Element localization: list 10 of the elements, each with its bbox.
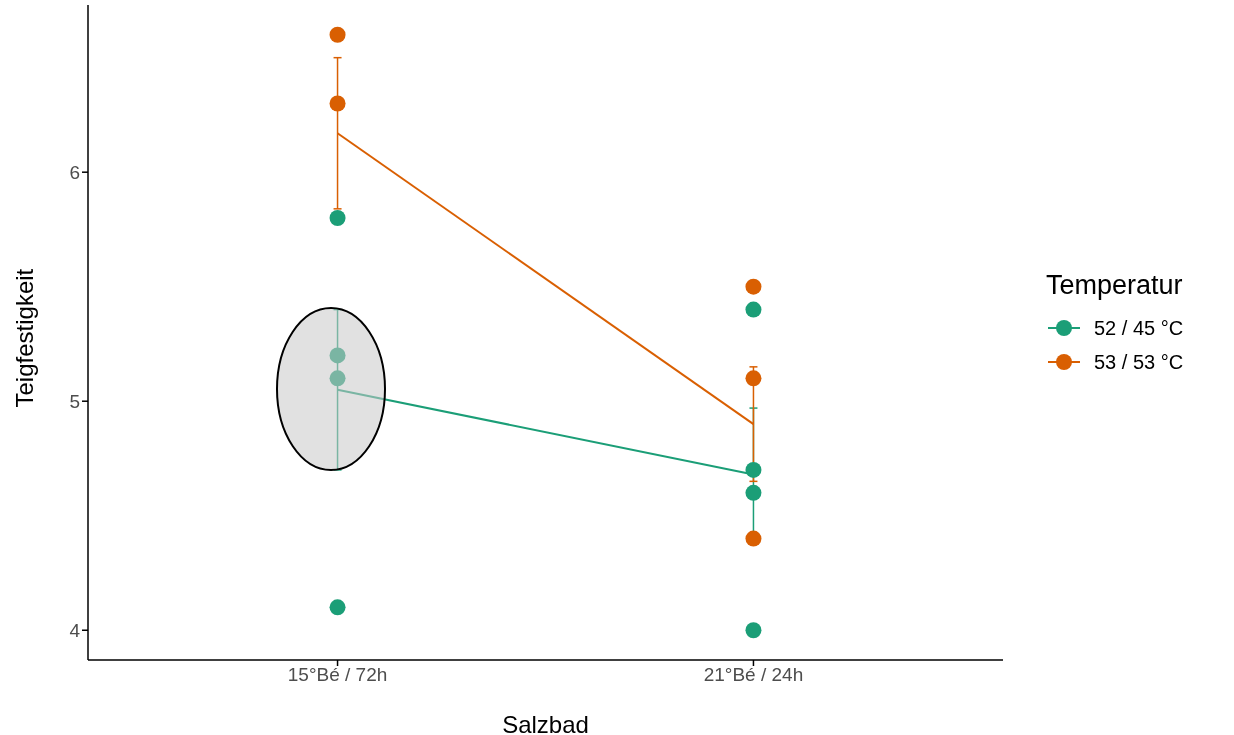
legend-label: 52 / 45 °C — [1094, 316, 1184, 340]
x-axis-title: Salzbad — [502, 711, 589, 735]
y-tick-label: 6 — [69, 161, 80, 183]
legend-title: Temperatur — [1046, 270, 1184, 301]
x-tick-label: 15°Bé / 72h — [287, 664, 388, 686]
y-tick-label: 4 — [69, 619, 81, 641]
x-tick-label: 21°Bé / 24h — [703, 664, 804, 686]
y-axis-title: Teigfestigkeit — [10, 268, 38, 408]
y-tick-label: 5 — [69, 390, 80, 412]
legend-label: 53 / 53 °C — [1094, 350, 1184, 374]
